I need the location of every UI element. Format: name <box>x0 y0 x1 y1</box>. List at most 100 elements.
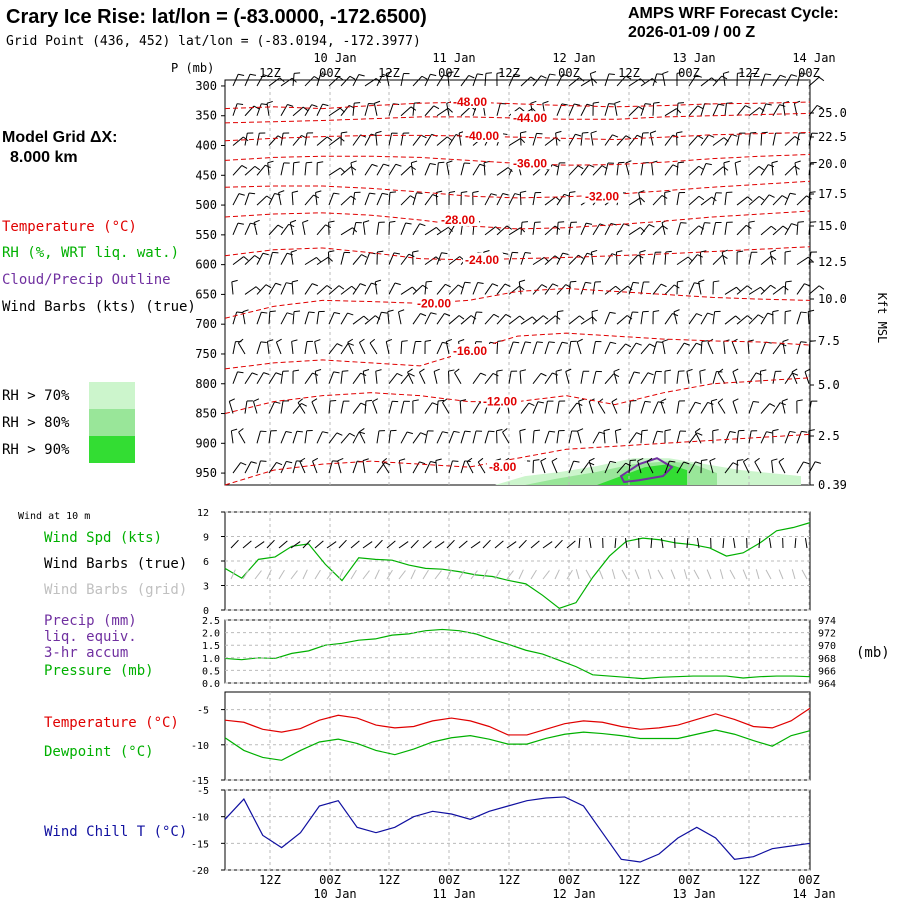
wind-barb <box>280 162 285 176</box>
wind-barb <box>412 284 423 295</box>
isotherm-label: -8.00 <box>489 460 517 474</box>
wind-barb <box>592 371 597 384</box>
wind-barb <box>808 133 813 146</box>
wind-barb <box>676 256 689 266</box>
time-label-bottom: 00Z <box>558 873 580 887</box>
wind-barb-flag <box>649 343 656 348</box>
wind-barb <box>400 73 404 87</box>
wind-barb-flag <box>393 252 401 255</box>
wind-barb <box>472 282 479 295</box>
wind-barb <box>256 252 264 265</box>
wind-barb-flag <box>577 428 584 432</box>
wind-barb-grid <box>611 569 616 580</box>
wind-barb <box>710 400 714 414</box>
wind-barb-flag <box>492 283 499 287</box>
wind-barb-flag <box>519 279 526 283</box>
wind-barb-flag <box>374 100 381 104</box>
pressure-unit-label: (mb) <box>856 645 890 661</box>
wind-barb-flag <box>237 371 244 374</box>
wind-barb-flag <box>322 431 329 434</box>
wind-barb-flag <box>765 73 772 76</box>
wind-barb-flag <box>709 458 716 462</box>
wind-barb-flag <box>615 428 622 432</box>
wind-barb <box>316 311 320 325</box>
pressure-tick-label: 400 <box>195 139 217 153</box>
wind-barb-flag <box>695 74 702 78</box>
wind-barb <box>232 311 238 325</box>
time-label-top: 12Z <box>378 66 400 80</box>
wind-barb <box>508 137 521 146</box>
wind-barb <box>603 430 606 444</box>
wind-barb <box>400 165 412 176</box>
wind-barb-grid <box>302 569 308 580</box>
wind-barb <box>640 372 649 385</box>
wind-barb-flag <box>779 104 786 107</box>
wind-barb <box>688 74 697 87</box>
wind-barb-flag <box>277 224 284 229</box>
wind-barb <box>556 252 564 265</box>
wind-barb-flag <box>349 75 356 80</box>
wind-barb-flag <box>669 460 676 463</box>
wind-barb-flag <box>507 167 513 172</box>
wind-barb <box>712 254 723 265</box>
wind-barb <box>388 192 391 206</box>
wind-barb-flag <box>276 338 282 343</box>
wind-barb <box>688 225 700 236</box>
wind-barb-flag <box>696 432 703 436</box>
wind-barb <box>448 256 460 266</box>
wind-barb <box>760 103 767 116</box>
wind-barb <box>676 461 685 474</box>
wind-barb <box>712 137 725 146</box>
wind-barb <box>436 342 443 355</box>
wind-barb-true <box>254 541 265 549</box>
wind-barb <box>614 103 618 116</box>
legend-rh70-swatch <box>89 382 135 409</box>
isotherm-label: -32.00 <box>585 190 619 204</box>
wind-barb-flag <box>718 103 725 106</box>
wind-barb-flag <box>648 224 655 228</box>
wind-barb <box>700 77 712 87</box>
wind-barb <box>640 103 646 116</box>
wind-barb-flag <box>549 73 556 76</box>
wind-barb <box>244 255 255 265</box>
wind-barb-flag <box>255 286 261 292</box>
wind-barb <box>352 103 355 116</box>
wind-barb-flag <box>555 196 561 202</box>
wind-barb <box>436 431 443 444</box>
wind-barb <box>244 400 248 414</box>
wind-barb-grid <box>506 570 514 580</box>
wind-barb-flag <box>396 372 403 377</box>
wind-barb <box>676 162 679 176</box>
wind-barb <box>604 373 615 385</box>
isotherm-label-bg <box>511 111 551 125</box>
wind-barb-flag <box>677 280 684 283</box>
wind-barb-flag <box>705 163 712 166</box>
wind-barb-flag <box>449 191 456 193</box>
wind-barb <box>590 252 594 265</box>
wind-barb-flag <box>348 342 354 346</box>
date-label-bottom: 10 Jan <box>313 887 356 900</box>
wind-barb-flag <box>333 192 340 195</box>
wind-barb-grid <box>458 569 465 580</box>
wind-barb-flag <box>399 458 406 462</box>
wind-barb <box>748 401 754 414</box>
time-label-top: 12Z <box>259 66 281 80</box>
wind-barb-flag <box>800 341 807 343</box>
wind-barb-true <box>554 539 563 549</box>
wind-barb <box>723 162 726 176</box>
wind-barb <box>448 315 460 325</box>
wind-barb <box>688 313 697 325</box>
wind-barb-flag <box>350 195 357 200</box>
wind-barb-flag <box>405 222 412 225</box>
wind-barb <box>460 106 472 117</box>
wind-barb-flag <box>470 315 477 320</box>
pressure-ytick-label: 972 <box>818 629 836 640</box>
time-label-top: 00Z <box>558 66 580 80</box>
wind-barb <box>244 165 256 176</box>
wind-barb <box>796 73 801 87</box>
wind-barb-flag <box>664 429 671 432</box>
wind-barb <box>376 163 384 176</box>
wind-barb <box>628 134 638 146</box>
wind-barb <box>712 222 717 235</box>
wind-barb <box>314 341 318 355</box>
